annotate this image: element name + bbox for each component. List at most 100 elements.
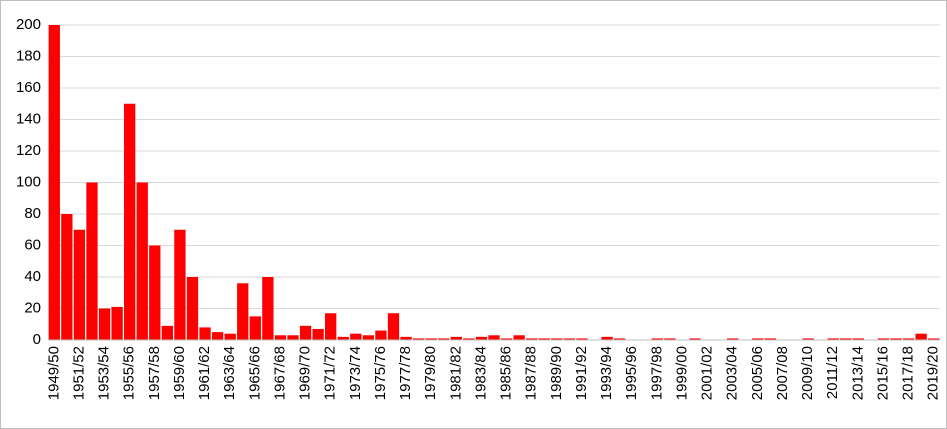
bar	[98, 308, 111, 340]
x-tick-label: 1999/00	[673, 346, 690, 400]
bar	[563, 338, 576, 340]
y-tick-label: 200	[16, 16, 41, 33]
bar	[274, 335, 287, 340]
x-tick-label: 1985/86	[498, 346, 515, 400]
bar	[186, 277, 199, 340]
x-tick-label: 1997/98	[648, 346, 665, 400]
y-tick-label: 120	[16, 142, 41, 159]
x-tick-label: 2005/06	[749, 346, 766, 400]
bar	[438, 338, 450, 340]
bar	[387, 313, 400, 340]
x-tick-label: 1989/90	[548, 346, 565, 400]
y-tick-label: 100	[16, 173, 41, 190]
x-tick-label: 2013/14	[849, 346, 866, 400]
bar	[526, 338, 538, 340]
bar	[752, 338, 764, 340]
x-tick-label: 2019/20	[925, 346, 942, 400]
bar	[727, 338, 739, 340]
x-tick-label: 1969/70	[297, 346, 314, 400]
bar	[350, 333, 362, 340]
bar	[375, 330, 387, 340]
bar	[613, 338, 626, 340]
bar	[651, 338, 663, 340]
bar	[136, 182, 148, 340]
x-tick-label: 1979/80	[422, 346, 439, 400]
x-tick-label: 1993/94	[598, 346, 615, 400]
bar	[463, 338, 475, 340]
y-tick-label: 20	[24, 299, 41, 316]
bar	[312, 328, 324, 340]
bar	[400, 336, 412, 340]
x-tick-label: 1981/82	[447, 346, 464, 400]
bar	[149, 245, 161, 340]
x-tick-label: 1961/62	[196, 346, 213, 400]
bar	[802, 338, 814, 340]
bar	[689, 338, 701, 340]
bar	[362, 335, 375, 340]
x-tick-label: 1973/74	[347, 346, 364, 400]
y-tick-label: 160	[16, 79, 41, 96]
bar	[538, 338, 550, 340]
bar	[48, 25, 60, 340]
x-tick-label: 1957/58	[146, 346, 163, 400]
bar	[86, 182, 98, 340]
bar	[513, 335, 525, 340]
x-tick-label: 1991/92	[573, 346, 590, 400]
bar	[840, 338, 852, 340]
bar	[249, 316, 261, 340]
bar	[450, 336, 462, 340]
x-tick-label: 1955/56	[121, 346, 138, 400]
bar	[827, 338, 839, 340]
bar	[124, 103, 136, 340]
bar	[664, 338, 676, 340]
bar	[764, 338, 777, 340]
bar	[412, 338, 425, 340]
bar	[915, 333, 927, 340]
bar	[237, 283, 249, 340]
x-tick-label: 2015/16	[874, 346, 891, 400]
bar	[425, 338, 437, 340]
x-tick-label: 1953/54	[96, 346, 113, 400]
bar	[211, 332, 224, 340]
x-tick-label: 2017/18	[900, 346, 917, 400]
bar	[325, 313, 337, 340]
x-tick-label: 1975/76	[372, 346, 389, 400]
bar	[551, 338, 563, 340]
y-tick-label: 60	[24, 236, 41, 253]
bar	[877, 338, 890, 340]
bar	[111, 306, 123, 340]
x-tick-label: 1995/96	[623, 346, 640, 400]
bar	[488, 335, 500, 340]
y-tick-label: 80	[24, 205, 41, 222]
x-tick-label: 2001/02	[699, 346, 716, 400]
x-tick-label: 1959/60	[171, 346, 188, 400]
bar	[262, 277, 274, 340]
x-tick-label: 1949/50	[45, 346, 62, 400]
x-tick-label: 1963/64	[221, 346, 238, 400]
bar	[500, 338, 513, 340]
y-tick-label: 140	[16, 110, 41, 127]
bar	[287, 335, 299, 340]
y-tick-label: 180	[16, 47, 41, 64]
bar	[174, 229, 186, 340]
x-tick-label: 1987/88	[523, 346, 540, 400]
y-tick-label: 0	[33, 331, 41, 348]
x-tick-label: 1977/78	[397, 346, 414, 400]
bar	[73, 229, 86, 340]
x-tick-label: 2003/04	[724, 346, 741, 400]
bar	[475, 336, 488, 340]
bar	[902, 338, 915, 340]
bar	[161, 325, 174, 340]
x-tick-label: 2009/10	[799, 346, 816, 400]
x-tick-label: 1951/52	[70, 346, 87, 400]
bar	[890, 338, 902, 340]
x-tick-label: 1965/66	[246, 346, 263, 400]
x-tick-label: 1967/68	[271, 346, 288, 400]
bar	[852, 338, 864, 340]
bar	[299, 325, 312, 340]
y-tick-label: 40	[24, 268, 41, 285]
bar	[928, 338, 940, 340]
x-tick-label: 2011/12	[824, 346, 841, 399]
x-tick-label: 2007/08	[774, 346, 791, 400]
